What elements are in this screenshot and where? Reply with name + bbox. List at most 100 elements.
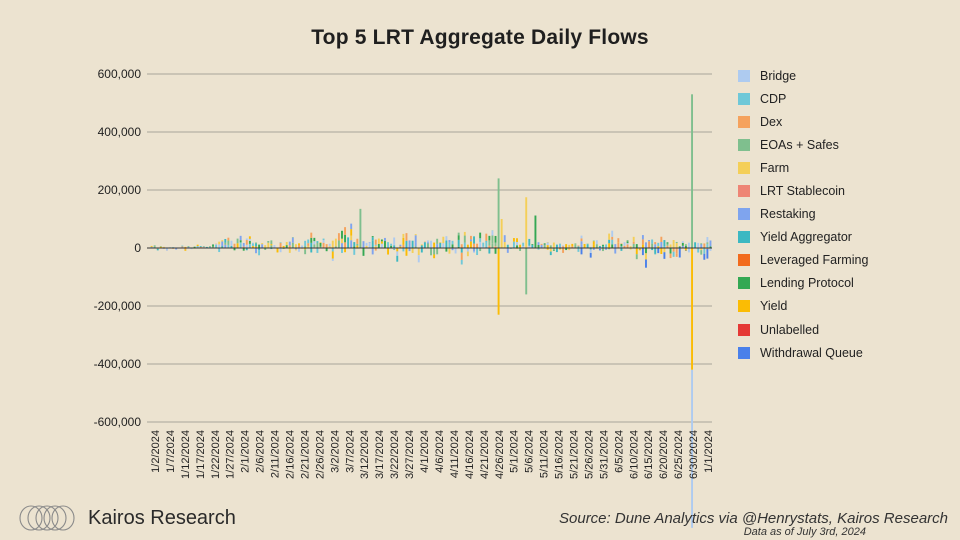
- bar-segment: [703, 243, 706, 248]
- bar-segment: [672, 243, 675, 248]
- bar-segment: [288, 245, 291, 248]
- bar-segment: [485, 233, 488, 241]
- bar-segment: [224, 242, 227, 245]
- bar-segment: [482, 246, 485, 248]
- bar-segment: [626, 241, 629, 244]
- bar-segment: [353, 248, 356, 255]
- bar-segment: [371, 248, 374, 255]
- bar-segment: [592, 240, 595, 242]
- bar-segment: [374, 244, 377, 246]
- x-tick-label: 5/31/2024: [598, 430, 610, 479]
- bar-segment: [347, 241, 350, 248]
- bar-segment: [423, 242, 426, 248]
- bar-segment: [205, 246, 208, 248]
- bar-segment: [248, 236, 251, 239]
- bar-segment: [537, 244, 540, 248]
- bar-segment: [629, 246, 632, 248]
- bar-segment: [251, 243, 254, 247]
- bar-segment: [466, 244, 469, 248]
- y-tick-label: 200,000: [98, 183, 142, 197]
- bar-segment: [224, 244, 227, 248]
- bar-segment: [251, 242, 254, 244]
- bar-segment: [362, 241, 365, 248]
- bar-segment: [294, 244, 297, 248]
- bar-segment: [623, 242, 626, 246]
- y-tick-label: 400,000: [98, 125, 142, 139]
- bar-segment: [648, 241, 651, 248]
- bar-segment: [448, 240, 451, 243]
- bar-segment: [645, 242, 647, 248]
- x-tick-label: 1/1/2024: [703, 430, 715, 473]
- bar-segment: [411, 248, 414, 253]
- bar-segment: [150, 245, 153, 247]
- bar-segment: [709, 240, 712, 247]
- bar-segment: [598, 249, 601, 251]
- x-tick-label: 4/11/2024: [449, 430, 461, 478]
- bar-segment: [319, 246, 322, 248]
- bar-segment: [294, 248, 297, 250]
- legend-swatch: [738, 277, 750, 290]
- legend-item: Dex: [738, 110, 868, 133]
- bar-segment: [285, 241, 288, 246]
- bar-segment: [691, 94, 693, 248]
- bar-segment: [313, 241, 316, 245]
- bar-segment: [645, 248, 647, 254]
- x-tick-label: 5/11/2024: [539, 430, 551, 478]
- x-tick-label: 2/1/2024: [240, 430, 252, 473]
- bar-segment: [285, 245, 288, 248]
- bar-segment: [307, 245, 310, 248]
- chart-legend: Bridge CDP Dex EOAs + Safes Farm LRT Stableco…: [738, 64, 868, 364]
- bar-segment: [460, 252, 463, 260]
- bar-segment: [580, 244, 583, 248]
- x-tick-label: 4/1/2024: [419, 430, 431, 473]
- bar-segment: [641, 244, 644, 248]
- bar-segment: [580, 238, 583, 242]
- x-tick-label: 2/11/2024: [270, 430, 282, 478]
- x-tick-label: 3/12/2024: [359, 430, 371, 479]
- legend-item: Farm: [738, 156, 868, 179]
- bar-segment: [242, 248, 245, 251]
- bar-segment: [525, 248, 528, 295]
- bar-segment: [709, 246, 712, 248]
- bar-segment: [196, 246, 199, 248]
- bar-segment: [153, 246, 156, 248]
- bar-segment: [589, 252, 592, 258]
- x-tick-label: 2/6/2024: [255, 430, 267, 473]
- bar-segment: [258, 244, 261, 248]
- x-tick-label: 6/30/2024: [688, 430, 700, 479]
- bar-segment: [294, 249, 297, 251]
- bar-segment: [706, 237, 709, 243]
- bar-segment: [341, 238, 343, 244]
- bar-segment: [347, 237, 350, 242]
- bar-segment: [261, 244, 264, 248]
- bar-segment: [577, 245, 580, 247]
- bar-segment: [657, 248, 660, 254]
- bar-segment: [700, 250, 703, 255]
- bar-segment: [298, 248, 300, 250]
- bar-segment: [374, 239, 377, 245]
- bar-segment: [565, 248, 568, 251]
- bar-segment: [322, 238, 325, 241]
- legend-swatch: [738, 346, 750, 359]
- bar-segment: [362, 248, 365, 256]
- bar-segment: [602, 248, 604, 252]
- bar-segment: [316, 241, 319, 243]
- bar-segment: [479, 238, 482, 242]
- bar-segment: [215, 243, 218, 246]
- bar-segment: [433, 254, 436, 259]
- x-tick-label: 2/26/2024: [314, 430, 326, 479]
- bar-segment: [387, 248, 389, 255]
- bar-segment: [344, 227, 347, 235]
- bar-segment: [221, 241, 224, 247]
- bar-segment: [236, 243, 239, 248]
- bar-segment: [657, 242, 660, 247]
- bar-segment: [675, 253, 678, 257]
- bar-segment: [525, 197, 528, 248]
- bar-segment: [304, 240, 307, 247]
- bar-segment: [439, 242, 442, 248]
- bar-segment: [595, 240, 598, 245]
- bar-segment: [473, 236, 475, 244]
- bar-segment: [497, 178, 500, 248]
- bar-segment: [221, 246, 224, 248]
